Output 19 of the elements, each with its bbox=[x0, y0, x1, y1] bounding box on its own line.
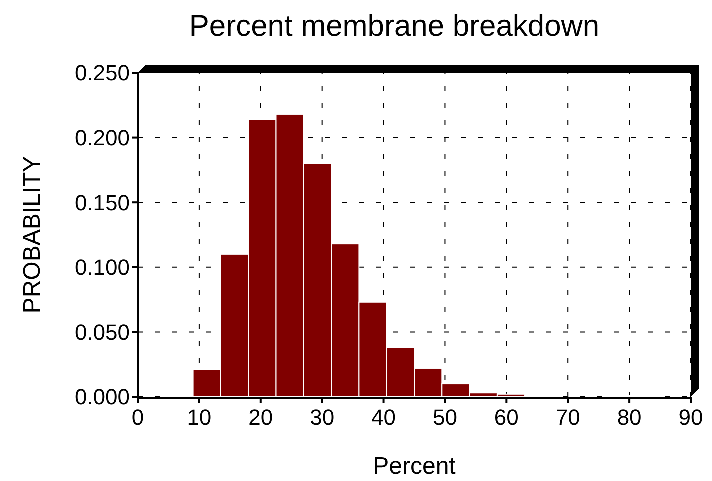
x-axis-title: Percent bbox=[373, 453, 456, 480]
x-tick-label: 30 bbox=[310, 405, 335, 430]
x-tick-label: 0 bbox=[132, 405, 144, 430]
y-axis-title: PROBABILITY bbox=[19, 156, 46, 314]
x-tick-label: 60 bbox=[494, 405, 519, 430]
x-tick-label: 80 bbox=[617, 405, 642, 430]
y-tick-label: 0.000 bbox=[74, 384, 130, 410]
x-tick-label: 70 bbox=[556, 405, 580, 430]
x-tick-label: 40 bbox=[372, 405, 396, 430]
y-tick-label: 0.100 bbox=[74, 255, 130, 280]
y-tick-label: 0.250 bbox=[74, 60, 130, 86]
y-tick-label: 0.150 bbox=[74, 190, 130, 216]
x-tick-label: 20 bbox=[248, 405, 274, 430]
y-tick-label: 0.200 bbox=[74, 126, 130, 150]
x-tick-label: 10 bbox=[187, 405, 212, 430]
x-tick-label: 50 bbox=[432, 405, 458, 430]
chart-title: Percent membrane breakdown bbox=[189, 10, 600, 43]
x-tick-label: 90 bbox=[678, 405, 704, 430]
y-tick-label: 0.050 bbox=[74, 320, 130, 345]
